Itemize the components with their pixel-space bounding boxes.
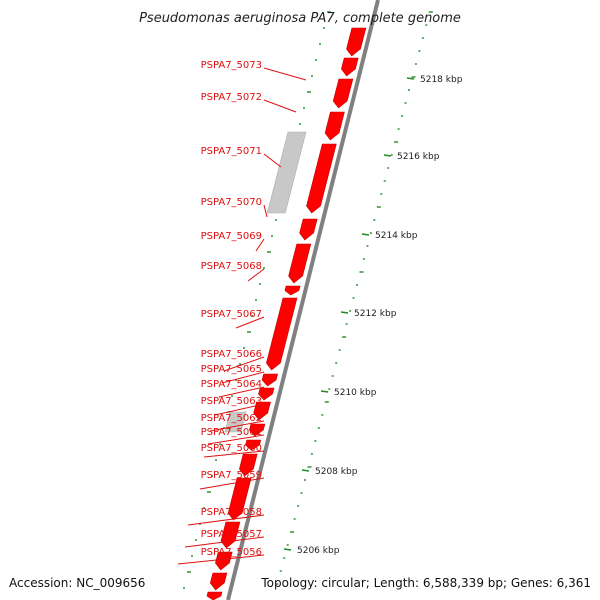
label-leader-line: [263, 67, 307, 81]
scale-tick: [406, 77, 415, 80]
gene-arrow[interactable]: [215, 551, 233, 571]
scale-label: 5206 kbp: [297, 546, 340, 556]
gene-arrow[interactable]: [253, 401, 271, 421]
label-leader-line: [214, 403, 265, 416]
gene-label[interactable]: PSPA7_5063: [201, 396, 262, 407]
gene-label[interactable]: PSPA7_5064: [201, 379, 262, 390]
gene-label[interactable]: PSPA7_5059: [201, 470, 262, 481]
gene-label[interactable]: PSPA7_5060: [201, 443, 262, 454]
scale-label: 5216 kbp: [397, 152, 440, 162]
gene-label[interactable]: PSPA7_5073: [201, 60, 262, 71]
scale-tick: [340, 311, 349, 314]
gene-arrow[interactable]: [209, 572, 228, 591]
label-leader-lines: [177, 67, 307, 565]
genome-title: Pseudomonas aeruginosa PA7, complete gen…: [139, 11, 461, 26]
gene-arrow[interactable]: [227, 477, 252, 521]
scale-label: 5218 kbp: [420, 75, 463, 85]
gene-arrow[interactable]: [258, 387, 275, 401]
gene-arrow[interactable]: [245, 439, 262, 451]
gene-label[interactable]: PSPA7_5058: [201, 507, 262, 518]
label-leader-line: [177, 554, 265, 565]
gene-label[interactable]: PSPA7_5067: [201, 309, 262, 320]
label-leader-line: [247, 268, 265, 282]
gene-label-group: PSPA7_5073 PSPA7_5072 PSPA7_5071 PSPA7_5070…: [201, 60, 262, 558]
gene-arrow[interactable]: [261, 373, 278, 387]
gene-label[interactable]: PSPA7_5057: [201, 529, 262, 540]
gene-label[interactable]: PSPA7_5070: [201, 197, 262, 208]
gene-arrow[interactable]: [284, 285, 301, 296]
gene-arrow[interactable]: [266, 297, 298, 371]
label-leader-line: [203, 450, 265, 458]
label-leader-line: [187, 514, 265, 526]
gene-label[interactable]: PSPA7_5071: [201, 146, 262, 157]
scale-label: 5214 kbp: [375, 231, 418, 241]
scale-tick: [283, 548, 292, 551]
gene-arrow[interactable]: [346, 27, 367, 57]
scale-label: 5212 kbp: [354, 309, 397, 319]
gene-track: [206, 0, 380, 600]
gene-arrow[interactable]: [249, 423, 266, 437]
label-leader-line: [263, 153, 282, 168]
gene-label[interactable]: PSPA7_5069: [201, 231, 262, 242]
accession-text: Accession: NC_009656: [9, 576, 145, 590]
label-leader-line: [184, 536, 265, 548]
gene-label[interactable]: PSPA7_5072: [201, 92, 262, 103]
scale-label: 5208 kbp: [315, 467, 358, 477]
backbone-line: [226, 0, 380, 600]
gene-arrow[interactable]: [332, 78, 354, 109]
label-leader-line: [263, 204, 268, 218]
gene-label[interactable]: PSPA7_5056: [201, 547, 262, 558]
label-leader-line: [263, 99, 297, 113]
gene-arrow[interactable]: [288, 243, 312, 284]
gene-label[interactable]: PSPA7_5065: [201, 364, 262, 375]
label-leader-line: [255, 238, 265, 252]
non-coding-region[interactable]: [266, 131, 307, 214]
label-leader-line: [199, 477, 265, 490]
gene-arrow[interactable]: [324, 111, 345, 141]
gene-label[interactable]: PSPA7_5062: [201, 413, 262, 424]
gene-arrow[interactable]: [341, 57, 359, 77]
label-leader-line: [223, 356, 265, 372]
gene-label[interactable]: PSPA7_5066: [201, 349, 262, 360]
gene-arrow[interactable]: [239, 453, 258, 477]
label-leader-line: [221, 371, 265, 384]
scale-label: 5210 kbp: [334, 388, 377, 398]
scale-tick: [301, 469, 310, 472]
topology-text: Topology: circular; Length: 6,588,339 bp…: [260, 576, 591, 590]
gene-arrow[interactable]: [306, 143, 337, 214]
label-leader-line: [218, 386, 265, 398]
gene-label[interactable]: PSPA7_5068: [201, 261, 262, 272]
label-leader-line: [209, 420, 265, 432]
scale-tick: [361, 233, 370, 236]
scale-tick: [383, 154, 392, 157]
gene-arrow[interactable]: [206, 591, 223, 600]
label-leader-line: [207, 434, 265, 445]
scale-tick: [320, 390, 329, 393]
gene-arrow[interactable]: [299, 218, 318, 241]
label-leader-line: [235, 316, 265, 329]
scale-track: 5218 kbp 5216 kbp 5214 kbp 5212 kbp 5210 kbp…: [283, 75, 463, 556]
gene-label[interactable]: PSPA7_5061: [201, 427, 262, 438]
